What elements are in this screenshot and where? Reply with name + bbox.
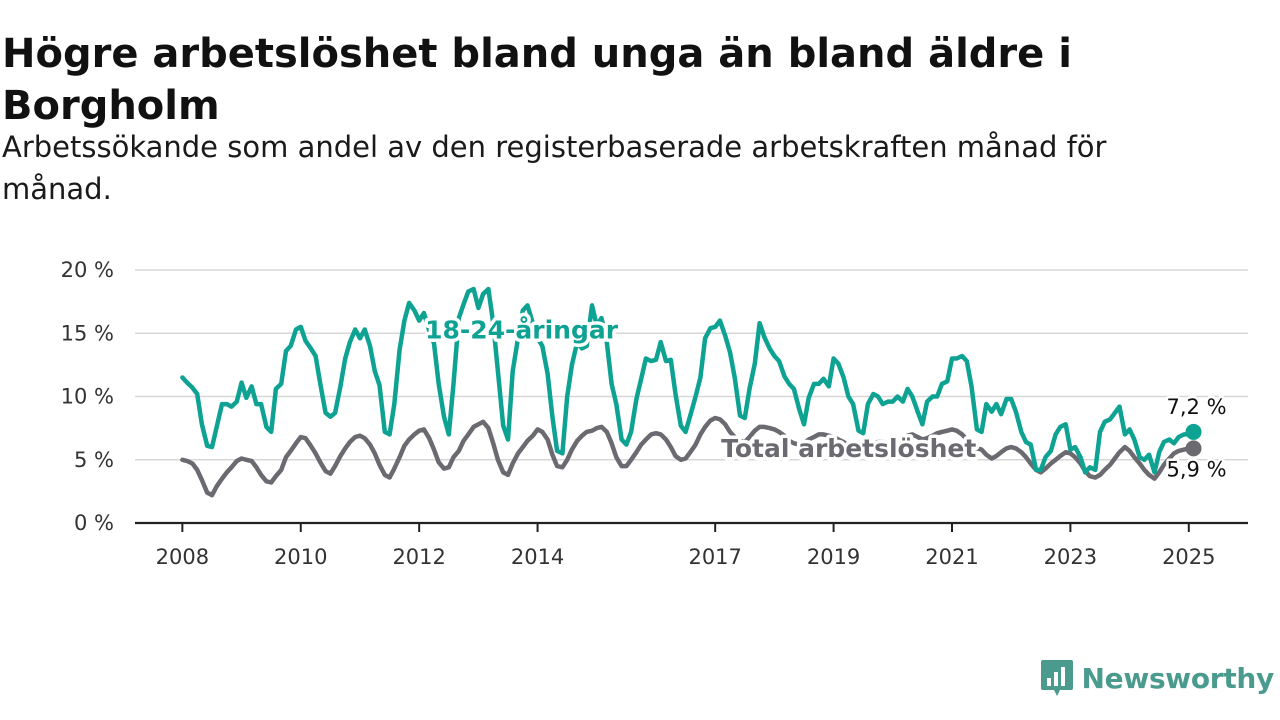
x-tick-label: 2012 xyxy=(392,545,445,569)
y-axis-tick-labels: 0 % 5 % 10 % 15 % 20 % xyxy=(61,258,114,535)
series-lines xyxy=(180,286,1196,498)
y-tick-label: 0 % xyxy=(74,511,114,535)
annotations: 18-24-åringar Total arbetslöshet 7,2 % 5,9 … xyxy=(422,312,1229,484)
page-subtitle: Arbetssökande som andel av den registerb… xyxy=(2,130,1107,206)
end-point-youth xyxy=(1185,423,1202,440)
x-tick-label: 2023 xyxy=(1044,545,1097,569)
x-tick-label: 2021 xyxy=(925,545,978,569)
series-label-total: Total arbetslöshet xyxy=(721,434,976,463)
brand-logo: Newsworthy xyxy=(1040,658,1274,698)
x-tick-label: 2017 xyxy=(688,545,741,569)
grid-lines xyxy=(135,269,1248,461)
end-point-total xyxy=(1185,440,1202,457)
series-line-youth xyxy=(180,286,1196,475)
x-tick-label: 2008 xyxy=(156,545,209,569)
x-tick-label: 2014 xyxy=(511,545,564,569)
end-value-label-youth: 7,2 % xyxy=(1167,395,1227,419)
x-axis: 2008 2010 2012 2014 2017 2019 2021 2023 2025 xyxy=(135,521,1248,569)
end-value-label-total: 5,9 % xyxy=(1167,457,1227,481)
brand-name: Newsworthy xyxy=(1081,661,1275,695)
series-label-youth: 18-24-åringar xyxy=(425,315,619,344)
y-tick-label: 20 % xyxy=(61,258,114,282)
x-tick-label: 2025 xyxy=(1162,545,1215,569)
page-title: Högre arbetslöshet bland unga än bland ä… xyxy=(2,31,1072,129)
x-tick-label: 2019 xyxy=(807,545,860,569)
series-line-total xyxy=(180,415,1196,498)
y-tick-label: 10 % xyxy=(61,385,114,409)
y-tick-label: 5 % xyxy=(74,448,114,472)
y-tick-label: 15 % xyxy=(61,321,114,345)
x-tick-label: 2010 xyxy=(274,545,327,569)
newsworthy-logo-icon xyxy=(1040,660,1073,696)
